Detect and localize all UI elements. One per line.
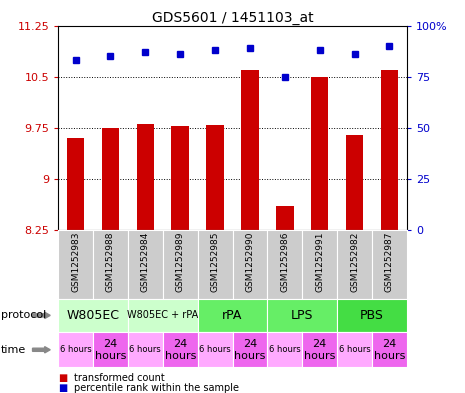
Text: GSM1252990: GSM1252990 [246, 232, 254, 292]
Text: GSM1252985: GSM1252985 [211, 232, 219, 292]
Text: 24
hours: 24 hours [304, 339, 335, 360]
Bar [137, 124, 154, 230]
Text: 6 hours: 6 hours [129, 345, 161, 354]
Bar [311, 77, 328, 230]
Text: 6 hours: 6 hours [269, 345, 301, 354]
Text: 6 hours: 6 hours [339, 345, 371, 354]
Text: GSM1252991: GSM1252991 [315, 232, 324, 292]
Text: 24
hours: 24 hours [374, 339, 405, 360]
Text: PBS: PBS [360, 309, 384, 322]
Bar [381, 70, 398, 230]
Bar [67, 138, 84, 230]
Text: GSM1252989: GSM1252989 [176, 232, 185, 292]
Text: 6 hours: 6 hours [199, 345, 231, 354]
Text: 24
hours: 24 hours [95, 339, 126, 360]
Text: W805EC + rPA: W805EC + rPA [127, 310, 199, 320]
Text: W805EC: W805EC [66, 309, 120, 322]
Text: percentile rank within the sample: percentile rank within the sample [74, 383, 239, 393]
Bar [346, 134, 363, 230]
Text: 24
hours: 24 hours [234, 339, 266, 360]
Text: ■: ■ [58, 373, 67, 383]
Bar [276, 206, 293, 230]
Text: GSM1252983: GSM1252983 [71, 232, 80, 292]
Text: time: time [1, 345, 26, 355]
Bar [172, 126, 189, 230]
Text: GSM1252988: GSM1252988 [106, 232, 115, 292]
Text: 6 hours: 6 hours [60, 345, 92, 354]
Text: transformed count: transformed count [74, 373, 165, 383]
Text: GSM1252986: GSM1252986 [280, 232, 289, 292]
Bar [241, 70, 259, 230]
Text: LPS: LPS [291, 309, 313, 322]
Text: protocol: protocol [1, 310, 46, 320]
Text: ■: ■ [58, 383, 67, 393]
Title: GDS5601 / 1451103_at: GDS5601 / 1451103_at [152, 11, 313, 24]
Bar [102, 128, 119, 230]
Bar [206, 125, 224, 230]
Text: 24
hours: 24 hours [165, 339, 196, 360]
Text: GSM1252982: GSM1252982 [350, 232, 359, 292]
Text: rPA: rPA [222, 309, 243, 322]
Text: GSM1252987: GSM1252987 [385, 232, 394, 292]
Text: GSM1252984: GSM1252984 [141, 232, 150, 292]
